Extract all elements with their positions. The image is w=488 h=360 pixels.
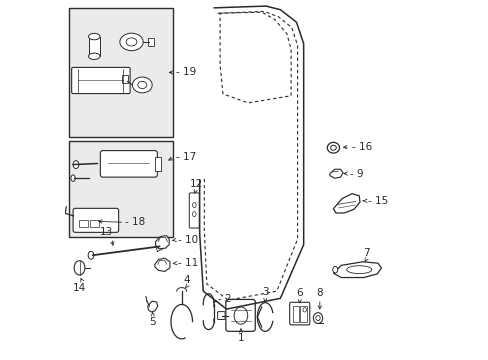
Text: 14: 14 <box>73 283 86 293</box>
Text: - 17: - 17 <box>176 152 196 162</box>
Ellipse shape <box>88 251 94 259</box>
FancyBboxPatch shape <box>217 312 224 319</box>
Ellipse shape <box>88 53 100 59</box>
Text: - 18: - 18 <box>125 217 145 227</box>
Ellipse shape <box>192 212 196 217</box>
Ellipse shape <box>73 161 79 168</box>
Text: 5: 5 <box>149 318 156 327</box>
Text: - 9: - 9 <box>349 168 363 179</box>
FancyBboxPatch shape <box>225 300 255 331</box>
Ellipse shape <box>88 33 100 40</box>
Ellipse shape <box>138 81 146 89</box>
FancyBboxPatch shape <box>189 193 199 228</box>
Text: 7: 7 <box>363 248 369 258</box>
Text: - 15: - 15 <box>367 196 387 206</box>
Ellipse shape <box>346 266 371 274</box>
Bar <box>69 8 172 137</box>
Text: - 2: - 2 <box>217 294 231 304</box>
Ellipse shape <box>234 307 247 324</box>
Bar <box>79 220 88 226</box>
Ellipse shape <box>330 145 336 150</box>
Ellipse shape <box>332 266 337 273</box>
Ellipse shape <box>315 316 320 320</box>
Bar <box>155 157 161 171</box>
Ellipse shape <box>71 175 75 181</box>
Bar <box>69 140 172 237</box>
Text: 6: 6 <box>296 288 303 298</box>
Ellipse shape <box>120 33 143 51</box>
Text: 4: 4 <box>183 275 190 285</box>
Polygon shape <box>155 258 169 271</box>
Ellipse shape <box>126 38 137 46</box>
Ellipse shape <box>192 203 196 208</box>
Text: 12: 12 <box>189 179 203 189</box>
Polygon shape <box>147 301 158 312</box>
Text: 13: 13 <box>100 228 113 237</box>
Bar <box>122 75 128 83</box>
Polygon shape <box>333 194 359 213</box>
Bar <box>300 306 306 321</box>
FancyBboxPatch shape <box>289 302 309 325</box>
Text: 1: 1 <box>237 333 244 343</box>
Polygon shape <box>333 262 381 278</box>
Ellipse shape <box>74 261 85 275</box>
Polygon shape <box>155 235 169 249</box>
FancyBboxPatch shape <box>73 208 119 232</box>
FancyBboxPatch shape <box>100 150 157 177</box>
Bar <box>148 38 154 46</box>
Bar <box>292 306 299 321</box>
Polygon shape <box>156 245 163 252</box>
FancyBboxPatch shape <box>72 67 130 94</box>
Ellipse shape <box>132 77 152 93</box>
Bar <box>89 220 99 226</box>
Ellipse shape <box>313 313 322 323</box>
Text: - 16: - 16 <box>351 142 371 152</box>
Text: - 10: - 10 <box>178 235 198 245</box>
Ellipse shape <box>326 142 339 153</box>
Text: 8: 8 <box>316 288 323 298</box>
Polygon shape <box>329 169 343 178</box>
Ellipse shape <box>303 308 306 312</box>
Text: - 19: - 19 <box>176 67 196 77</box>
Bar <box>88 37 100 56</box>
Text: 3: 3 <box>262 287 268 297</box>
Text: - 11: - 11 <box>178 258 198 268</box>
